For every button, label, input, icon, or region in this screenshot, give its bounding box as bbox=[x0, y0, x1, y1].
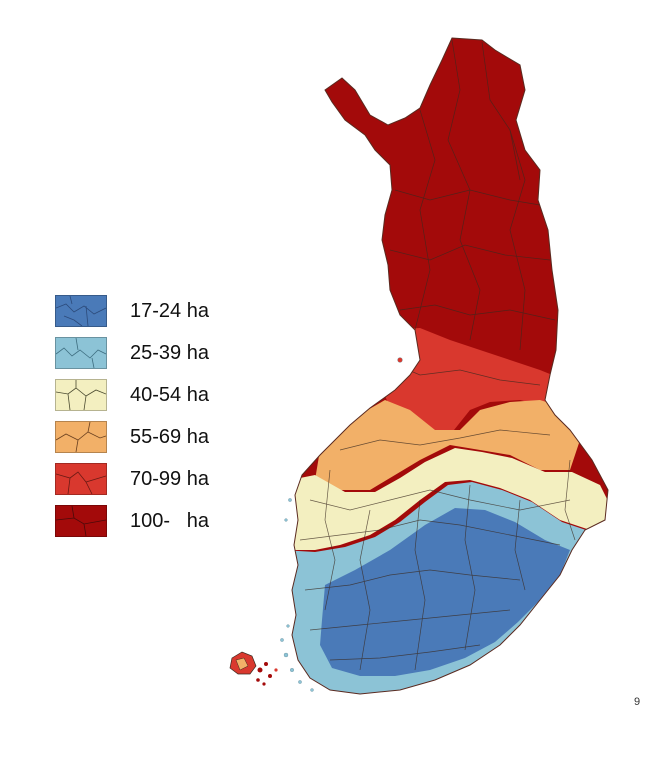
legend-label: 100- ha bbox=[130, 510, 209, 532]
legend-label: 40-54 ha bbox=[130, 384, 209, 406]
region-40-54-ha bbox=[292, 448, 608, 550]
municipality-borders bbox=[299, 39, 576, 671]
map-svg bbox=[229, 37, 609, 695]
swatch-pattern bbox=[56, 296, 106, 326]
legend-item-17-24: 17-24 ha bbox=[55, 295, 275, 327]
legend-swatch bbox=[55, 379, 107, 411]
legend-swatch bbox=[55, 505, 107, 537]
region-70-99-ha bbox=[380, 328, 560, 435]
legend-item-100: 100- ha bbox=[55, 505, 275, 537]
finland-outline bbox=[291, 37, 609, 695]
legend-item-70-99: 70-99 ha bbox=[55, 463, 275, 495]
legend-label: 17-24 ha bbox=[130, 300, 209, 322]
legend-swatch bbox=[55, 421, 107, 453]
region-17-24-ha bbox=[320, 508, 570, 676]
legend-label: 55-69 ha bbox=[130, 426, 209, 448]
legend-label: 70-99 ha bbox=[130, 468, 209, 490]
legend-swatch bbox=[55, 337, 107, 369]
aland-islands bbox=[229, 651, 278, 686]
finland-choropleth-map bbox=[220, 30, 620, 700]
swatch-pattern bbox=[56, 506, 106, 536]
swatch-pattern bbox=[56, 338, 106, 368]
page-number: 9 bbox=[634, 696, 641, 708]
legend-swatch bbox=[55, 295, 107, 327]
legend-item-25-39: 25-39 ha bbox=[55, 337, 275, 369]
legend-item-55-69: 55-69 ha bbox=[55, 421, 275, 453]
swatch-pattern bbox=[56, 471, 106, 494]
swatch-pattern bbox=[56, 380, 106, 410]
swatch-pattern bbox=[56, 422, 106, 452]
region-55-69-ha bbox=[315, 400, 580, 490]
map-regions bbox=[292, 38, 608, 694]
archipelago-islands bbox=[280, 357, 403, 692]
legend-swatch bbox=[55, 463, 107, 495]
legend-item-40-54: 40-54 ha bbox=[55, 379, 275, 411]
legend-label: 25-39 ha bbox=[130, 342, 209, 364]
